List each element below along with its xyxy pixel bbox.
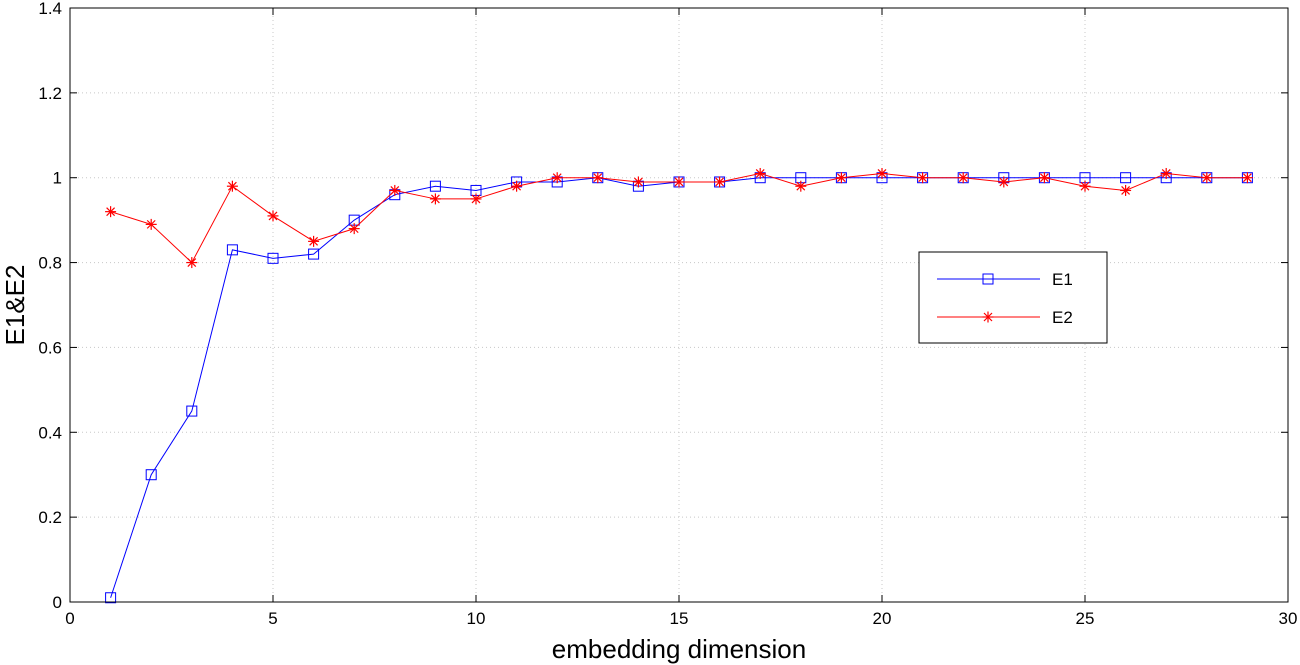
legend-marker-e2 <box>982 311 994 323</box>
tick-labels: 0 5 10 15 20 25 30 0 0.2 0.4 0.6 0.8 1 1.2 1.4 <box>38 0 1297 628</box>
series-e1-point <box>1120 172 1132 184</box>
series-e2-point <box>1120 184 1132 196</box>
y-tick-label: 0.2 <box>38 508 62 527</box>
series-e2-point <box>1038 172 1050 184</box>
y-tick-label: 1.4 <box>38 0 62 18</box>
series-e2-point <box>592 172 604 184</box>
y-axis-title: E1&E2 <box>0 265 30 346</box>
series-e2-point <box>1160 167 1172 179</box>
series-e1-point <box>186 405 198 417</box>
series-e2-point <box>673 176 685 188</box>
series-e2-point <box>917 172 929 184</box>
series-e2-point <box>105 206 117 218</box>
series-e2-point <box>429 193 441 205</box>
series-e2-point <box>389 184 401 196</box>
x-axis-title: embedding dimension <box>552 634 806 664</box>
legend-entries: E1 E2 <box>937 270 1073 327</box>
series-e1-point <box>105 592 117 604</box>
legend-box <box>918 251 1108 344</box>
y-tick-label: 1 <box>53 169 62 188</box>
series-e2-point <box>551 172 563 184</box>
y-tick-label: 0 <box>53 593 62 612</box>
x-tick-label: 25 <box>1076 609 1095 628</box>
series-e2-point <box>754 167 766 179</box>
series-e2-point <box>1241 172 1253 184</box>
series-e2-point <box>1201 172 1213 184</box>
series-e2-point <box>835 172 847 184</box>
legend-marker-e1 <box>982 273 994 285</box>
series-e1-point <box>267 252 279 264</box>
x-tick-label: 20 <box>873 609 892 628</box>
series-e2 <box>105 167 1253 269</box>
x-tick-label: 30 <box>1279 609 1298 628</box>
y-tick-label: 0.8 <box>38 254 62 273</box>
x-tick-label: 0 <box>65 609 74 628</box>
series-e2-point <box>470 193 482 205</box>
x-tick-label: 10 <box>467 609 486 628</box>
series-e1-point <box>429 180 441 192</box>
y-tick-label: 0.6 <box>38 338 62 357</box>
y-tick-label: 1.2 <box>38 84 62 103</box>
series-e1-point <box>145 469 157 481</box>
series-e2-point <box>348 223 360 235</box>
legend-label-e2: E2 <box>1052 308 1073 327</box>
series-e2-point <box>511 180 523 192</box>
x-tick-label: 5 <box>268 609 277 628</box>
y-tick-label: 0.4 <box>38 423 62 442</box>
series-e2-point <box>957 172 969 184</box>
series-e2-point <box>226 180 238 192</box>
legend-item-e1: E1 <box>937 270 1073 289</box>
ticks <box>69 7 1289 603</box>
series-e2-point <box>267 210 279 222</box>
series-e2-point <box>308 235 320 247</box>
legend: E1 E2 <box>918 251 1108 344</box>
x-tick-label: 15 <box>670 609 689 628</box>
series-e2-point <box>714 176 726 188</box>
series-e2-point <box>145 218 157 230</box>
legend-label-e1: E1 <box>1052 270 1073 289</box>
series-e2-point <box>998 176 1010 188</box>
series-e1-point <box>308 248 320 260</box>
series-e1-point <box>226 244 238 256</box>
legend-item-e2: E2 <box>937 308 1073 327</box>
series-e2-point <box>876 167 888 179</box>
series-e2-point <box>186 257 198 269</box>
series-e2-point <box>632 176 644 188</box>
series-group <box>105 167 1253 604</box>
series-e2-point <box>795 180 807 192</box>
series-e2-point <box>1079 180 1091 192</box>
